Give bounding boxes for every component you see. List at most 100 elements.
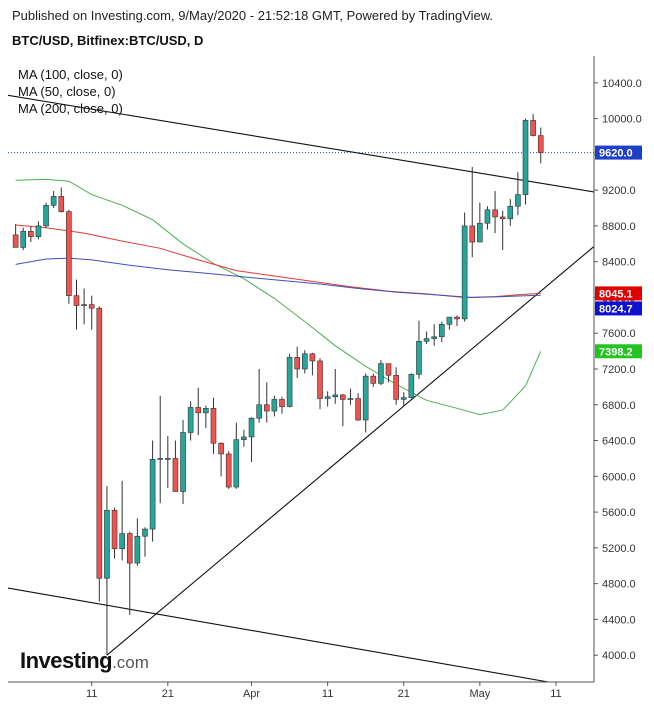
candle-body — [195, 407, 202, 414]
candle-body — [96, 307, 103, 579]
candle-body — [286, 357, 293, 407]
x-tick-label: 11 — [86, 688, 97, 700]
legend-item-ma50[interactable]: MA (50, close, 0) — [18, 84, 116, 99]
y-tick-label: 8400.0 — [602, 257, 636, 269]
candle-body — [416, 340, 422, 375]
candle-body — [499, 216, 506, 220]
price-tag-current: 9620.0 — [595, 145, 642, 160]
x-tick-label: May — [469, 688, 490, 700]
price-tag-box — [595, 344, 642, 359]
price-tag-box — [595, 145, 642, 160]
candle-body — [477, 222, 483, 243]
candle-body — [507, 205, 514, 220]
candle-body — [43, 205, 49, 227]
candle-body — [256, 404, 262, 419]
y-tick-label: 7600.0 — [602, 328, 636, 340]
candle-body — [263, 404, 270, 412]
y-tick-label: 9200.0 — [602, 185, 636, 197]
y-tick-label: 4000.0 — [602, 650, 636, 662]
candle-body — [302, 353, 308, 370]
candle-body — [340, 394, 346, 400]
candle-body — [385, 363, 392, 376]
candle-body — [233, 439, 240, 488]
candle-body — [142, 528, 148, 537]
candle-body — [20, 230, 27, 248]
candle-body — [332, 394, 339, 398]
candle-body — [294, 357, 300, 370]
candle-body — [165, 458, 171, 460]
ma-series-ma50 — [15, 178, 542, 416]
y-tick-label: 4400.0 — [602, 614, 636, 626]
y-tick-label: 4800.0 — [602, 579, 636, 591]
investing-logo: Investing.com — [20, 648, 149, 673]
y-tick-label: 10400.0 — [602, 78, 642, 90]
x-tick-label: 11 — [550, 688, 561, 700]
y-tick-label: 5600.0 — [602, 507, 636, 519]
price-tag-box — [595, 301, 642, 316]
candle-body — [172, 458, 179, 492]
candle-body — [492, 209, 498, 218]
symbol-title: BTC/USD, Bitfinex:BTC/USD, D — [12, 33, 204, 48]
trendline-1 — [8, 94, 594, 193]
y-tick-label: 8800.0 — [602, 221, 636, 233]
y-tick-label: 5200.0 — [602, 543, 636, 555]
candle-body — [355, 398, 361, 421]
price-tag-ma100_tag: 8045.1 — [595, 286, 642, 301]
legend-item-ma100[interactable]: MA (100, close, 0) — [18, 67, 123, 82]
candle-body — [522, 120, 529, 195]
price-tag-label: 7398.2 — [599, 346, 633, 358]
y-tick-label: 6800.0 — [602, 400, 636, 412]
time-axis: 11 21 Apr 11 21 May 11 — [86, 682, 562, 700]
candle-body — [279, 399, 285, 407]
candle-body — [271, 399, 278, 412]
candle-body — [111, 509, 118, 550]
candle-body — [317, 360, 323, 399]
candle-body — [58, 196, 65, 212]
trendline-3 — [8, 587, 549, 682]
candle-body — [210, 408, 217, 444]
candle-body — [461, 225, 468, 320]
indicator-legend: MA (100, close, 0) MA (50, close, 0) MA … — [18, 66, 123, 117]
price-tag-label: 8045.1 — [599, 288, 633, 300]
candle-body — [378, 363, 384, 384]
candle-body — [73, 295, 80, 306]
candle-body — [187, 407, 194, 433]
y-tick-label: 6000.0 — [602, 471, 636, 483]
candle-body — [157, 458, 164, 460]
candle-body — [446, 316, 453, 325]
candle-body — [203, 408, 209, 414]
candle-body — [530, 120, 536, 136]
candle-body — [35, 225, 42, 237]
moving-average-layer — [15, 178, 542, 416]
price-tag-ma50_tag: 7398.2 — [595, 344, 642, 359]
published-caption: Published on Investing.com, 9/May/2020 -… — [12, 8, 494, 23]
price-tag-box — [595, 286, 642, 301]
y-tick-label: 10000.0 — [602, 114, 642, 126]
candle-body — [515, 194, 521, 207]
candle-body — [134, 535, 141, 564]
candle-body — [50, 196, 57, 206]
candle-body — [104, 509, 110, 579]
y-tick-label: 6400.0 — [602, 436, 636, 448]
price-tag-label: 8024.7 — [599, 303, 633, 315]
candle-body — [423, 338, 430, 342]
price-axis: 10400.010000.09600.09200.08800.08400.080… — [594, 78, 642, 662]
candle-body — [438, 323, 445, 338]
candle-layer — [12, 114, 544, 656]
price-tag-layer: 9620.0 8045.1 8024.7 7398.2 — [595, 145, 642, 359]
candle-body — [149, 459, 156, 530]
candle-body — [248, 417, 255, 438]
candle-body — [218, 442, 224, 455]
candle-body — [484, 209, 491, 224]
x-tick-label: 11 — [322, 688, 333, 700]
x-tick-label: Apr — [243, 688, 260, 700]
candle-body — [66, 211, 72, 296]
candle-body — [454, 316, 460, 320]
ma-series-ma200 — [15, 257, 541, 299]
candle-body — [126, 533, 133, 564]
legend-item-ma200[interactable]: MA (200, close, 0) — [18, 101, 123, 116]
candle-body — [241, 436, 247, 440]
y-tick-label: 7200.0 — [602, 364, 636, 376]
candle-body — [81, 304, 87, 306]
